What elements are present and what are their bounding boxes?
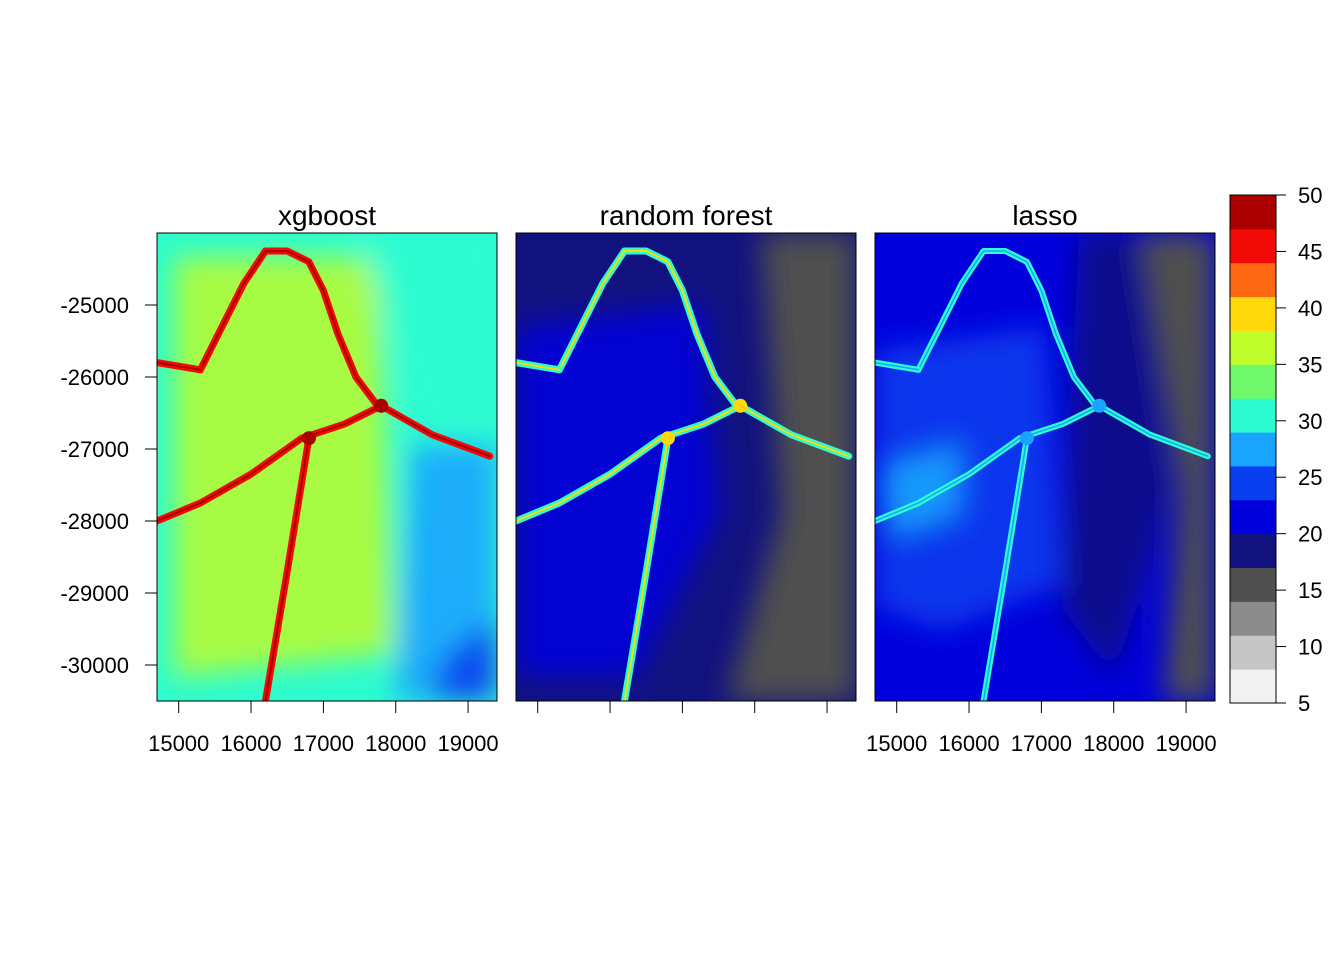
colorbar-tick-label: 10 <box>1298 635 1322 660</box>
colorbar-tick-label: 35 <box>1298 352 1322 377</box>
x-tick-label: 17000 <box>1011 731 1072 756</box>
x-tick-label: 16000 <box>938 731 999 756</box>
value-zone <box>516 303 720 678</box>
colorbar-tick-label: 50 <box>1298 183 1322 208</box>
panel-frame <box>156 232 498 702</box>
panels-group: xgboost 15000 16000 17000 18000 19000 random f… <box>148 200 1217 756</box>
colorbar-swatch <box>1230 432 1276 467</box>
panel-frame <box>515 232 857 702</box>
panel-xgboost: xgboost 15000 16000 17000 18000 19000 <box>148 200 499 756</box>
x-tick-label: 18000 <box>365 731 426 756</box>
panel-frame <box>874 232 1216 702</box>
colorbar-swatch <box>1230 465 1276 501</box>
panel-title: xgboost <box>278 200 376 231</box>
road-core-west_road <box>516 361 561 371</box>
colorbar-swatch <box>1230 669 1276 704</box>
colorbar-swatch <box>1230 567 1276 602</box>
panel-zones <box>174 233 497 701</box>
value-zone <box>1140 233 1215 701</box>
value-zone <box>429 616 497 701</box>
panel-random-forest: random forest <box>515 200 857 713</box>
colorbar-tick-label: 5 <box>1298 691 1310 716</box>
colorbar-swatch <box>1230 296 1276 331</box>
colorbar-swatch <box>1230 364 1276 399</box>
colorbar-swatch <box>1230 499 1276 535</box>
road-core-loop <box>917 250 1097 407</box>
x-tick-label: 15000 <box>148 731 209 756</box>
road-core-lower_road <box>157 404 383 522</box>
colorbar-swatch <box>1230 330 1276 365</box>
value-zone <box>726 233 856 701</box>
colorbar-swatch <box>1230 398 1276 433</box>
value-zone <box>881 443 960 538</box>
panel-title: lasso <box>1012 200 1077 231</box>
road-core-south_road <box>623 437 669 701</box>
panel-zones <box>516 233 856 701</box>
y-axis: -25000 -26000 -27000 -28000 -29000 -30000 <box>60 293 157 678</box>
y-tick-label: -30000 <box>60 653 129 678</box>
x-tick-label: 16000 <box>220 731 281 756</box>
y-tick-label: -29000 <box>60 581 129 606</box>
junction-hotspot <box>374 398 389 413</box>
junction-hotspot <box>660 431 675 446</box>
value-zone <box>875 326 1062 631</box>
value-zone <box>174 256 395 678</box>
colorbar-frame <box>1229 194 1277 704</box>
colorbar: 5 10 15 20 25 30 35 40 45 50 <box>1229 183 1322 716</box>
y-tick-label: -25000 <box>60 293 129 318</box>
road-network <box>875 248 1211 701</box>
road-core-loop <box>199 250 379 407</box>
road-core-east_road <box>1098 405 1209 457</box>
x-tick-label: 17000 <box>293 731 354 756</box>
road-network <box>516 247 853 701</box>
road-network <box>157 247 494 701</box>
colorbar-swatch <box>1230 262 1276 298</box>
colorbar-swatch <box>1230 533 1276 569</box>
x-tick-label: 18000 <box>1083 731 1144 756</box>
value-zone <box>1062 233 1175 678</box>
colorbar-swatch <box>1230 195 1276 230</box>
road-core-east_road <box>380 404 491 458</box>
colorbar-tick-label: 40 <box>1298 296 1322 321</box>
road-core-loop <box>558 250 738 407</box>
junction-hotspot <box>1092 398 1107 413</box>
panel-lasso: lasso 15000 16000 17000 18000 19000 <box>866 200 1217 756</box>
y-tick-label: -27000 <box>60 437 129 462</box>
colorbar-tick-label: 25 <box>1298 465 1322 490</box>
colorbar-tick-label: 15 <box>1298 578 1322 603</box>
junction-hotspot <box>733 398 748 413</box>
panel-title: random forest <box>600 200 773 231</box>
y-tick-label: -26000 <box>60 365 129 390</box>
road-core-lower_road <box>875 405 1101 522</box>
panel-zones <box>875 233 1215 701</box>
colorbar-swatch <box>1230 601 1276 636</box>
y-tick-label: -28000 <box>60 509 129 534</box>
junction-hotspot <box>301 431 316 446</box>
x-tick-label: 19000 <box>1155 731 1216 756</box>
colorbar-swatch <box>1230 228 1276 264</box>
junction-hotspot <box>1019 431 1034 446</box>
x-tick-label: 15000 <box>866 731 927 756</box>
colorbar-tick-label: 20 <box>1298 522 1322 547</box>
road-core-east_road <box>739 404 850 458</box>
road-core-south_road <box>982 437 1028 701</box>
road-core-lower_road <box>516 404 742 522</box>
colorbar-tick-label: 30 <box>1298 409 1322 434</box>
road-core-west_road <box>875 361 920 371</box>
colorbar-swatch <box>1230 635 1276 670</box>
road-core-west_road <box>157 361 202 371</box>
x-tick-label: 19000 <box>437 731 498 756</box>
colorbar-tick-label: 45 <box>1298 239 1322 264</box>
road-core-south_road <box>264 437 310 701</box>
